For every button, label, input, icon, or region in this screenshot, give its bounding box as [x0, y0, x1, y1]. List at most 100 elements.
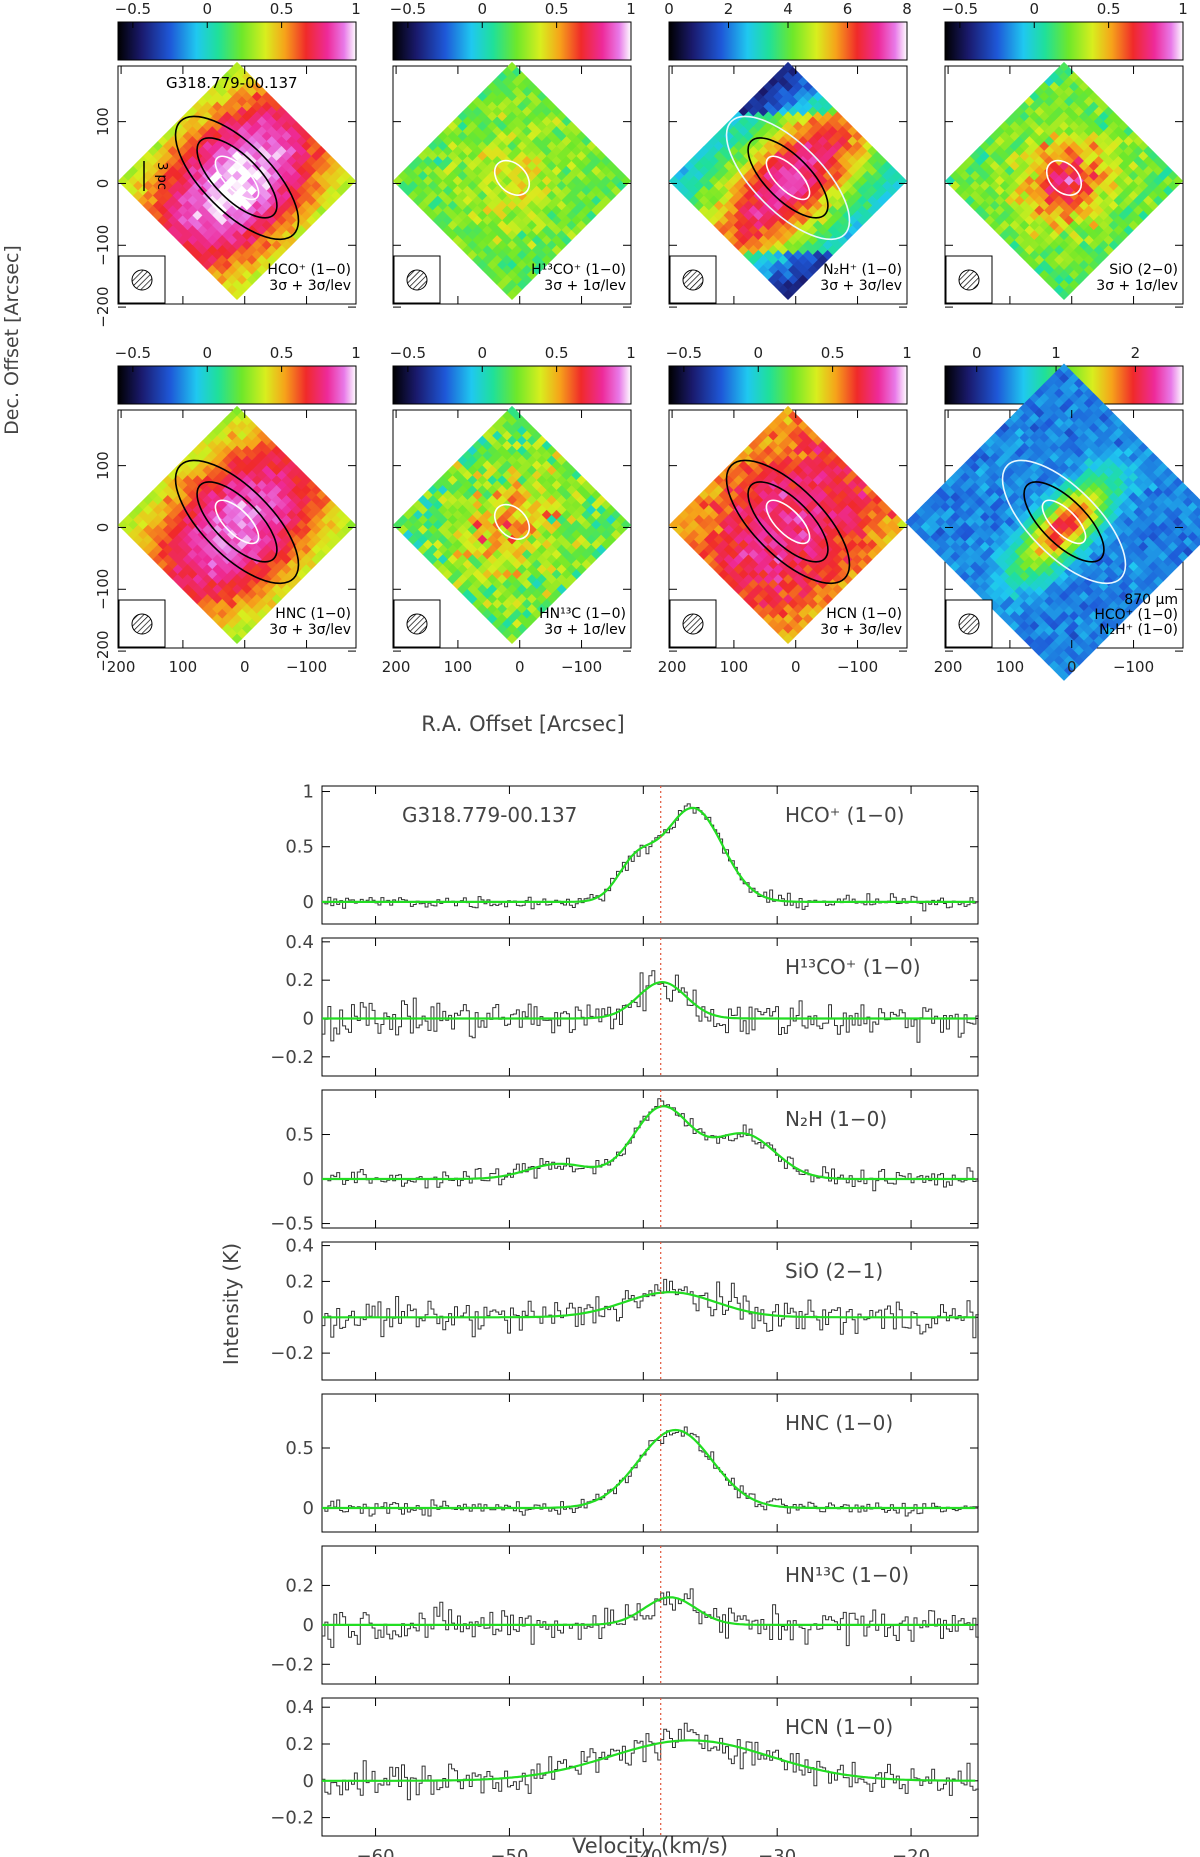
- colorbar-tick-label: 0: [753, 344, 763, 362]
- map-contour-label: 3σ + 3σ/lev: [820, 278, 902, 294]
- colorbar-tick-label: 8: [902, 0, 912, 18]
- colorbar-tick-label: 2: [1131, 344, 1141, 362]
- map-image: [905, 363, 1200, 681]
- beam-ellipse: [406, 269, 428, 291]
- colorbar-tick-label: 1: [626, 344, 636, 362]
- colorbar-tick-label: −0.5: [942, 0, 978, 18]
- beam-ellipse: [131, 269, 153, 291]
- colorbar-tick-label: 2: [724, 0, 734, 18]
- map-x-tick-label: 200: [658, 658, 687, 676]
- colorbar-tick-label: 0: [664, 0, 674, 18]
- colorbar: [668, 21, 908, 61]
- map-contour-label: 3σ + 3σ/lev: [820, 622, 902, 638]
- colorbar-tick-label: 0: [202, 0, 212, 18]
- map-line-label: N₂H⁺ (1−0): [823, 262, 902, 278]
- colorbar-tick-label: 0.5: [821, 344, 845, 362]
- colorbar: [392, 365, 632, 405]
- contour: [493, 159, 531, 196]
- map-contours: [725, 459, 851, 585]
- map-contour-label: 3σ + 1σ/lev: [1096, 278, 1178, 294]
- colorbar: [117, 21, 357, 61]
- contour: [174, 459, 300, 585]
- contour: [214, 155, 260, 201]
- contour: [214, 499, 260, 545]
- contour: [747, 137, 829, 219]
- map-contours: [725, 115, 851, 241]
- colorbar-tick-label: 1: [351, 0, 361, 18]
- map-y-tick-label: 100: [94, 107, 112, 136]
- map-y-tick-label: −100: [94, 569, 112, 610]
- contour: [765, 155, 811, 201]
- map-image: [668, 405, 908, 645]
- map-pixel: [506, 633, 518, 645]
- map-image: [117, 405, 357, 645]
- map-x-tick-label: 0: [791, 658, 801, 676]
- map-y-tick-label: 100: [94, 451, 112, 480]
- colorbar-tick-label: 0: [202, 344, 212, 362]
- colorbar-tick-label: 4: [783, 0, 793, 18]
- scale-bar-label: 3 pc: [154, 162, 169, 190]
- colorbar-tick-label: 0: [972, 344, 982, 362]
- map-image: [392, 61, 632, 301]
- map-y-tick-label: 0: [94, 179, 112, 189]
- map-x-tick-label: 0: [240, 658, 250, 676]
- source-name: G318.779-00.137: [166, 74, 298, 92]
- colorbar: [392, 21, 632, 61]
- map-line-label: HN¹³C (1−0): [539, 606, 626, 622]
- map-y-axis-label: Dec. Offset [Arcsec]: [1, 245, 23, 435]
- contour: [196, 137, 278, 219]
- map-x-tick-label: 100: [169, 658, 198, 676]
- colorbar: [944, 21, 1184, 61]
- map-x-axis-label: R.A. Offset [Arcsec]: [421, 712, 625, 736]
- colorbar: [117, 365, 357, 405]
- contour: [747, 481, 829, 563]
- map-contours: [174, 115, 300, 241]
- map-line-label: SiO (2−0): [1109, 262, 1178, 278]
- contour: [1045, 159, 1083, 196]
- map-contour-label: 3σ + 3σ/lev: [269, 622, 351, 638]
- colorbar-tick-label: 0.5: [270, 344, 294, 362]
- contour: [725, 459, 851, 585]
- colorbar-tick-label: 0.5: [1097, 0, 1121, 18]
- map-contour-label: 3σ + 1σ/lev: [544, 278, 626, 294]
- map-image: [944, 61, 1184, 301]
- colorbar-tick-label: 0: [1029, 0, 1039, 18]
- colorbar-tick-label: 0.5: [270, 0, 294, 18]
- contour: [174, 115, 300, 241]
- map-line-label: HCN (1−0): [826, 606, 902, 622]
- map-line-label: H¹³CO⁺ (1−0): [531, 262, 626, 278]
- map-x-tick-label: 100: [720, 658, 749, 676]
- map-x-tick-label: −100: [837, 658, 878, 676]
- colorbar-tick-label: 1: [1178, 0, 1188, 18]
- beam-ellipse: [406, 613, 428, 635]
- map-x-tick-label: 200: [107, 658, 136, 676]
- map-x-tick-label: −100: [286, 658, 327, 676]
- map-x-tick-label: −100: [561, 658, 602, 676]
- map-x-tick-label: 100: [444, 658, 473, 676]
- map-pixel: [782, 633, 794, 645]
- colorbar-tick-label: 1: [351, 344, 361, 362]
- beam-ellipse: [131, 613, 153, 635]
- contour: [725, 115, 851, 241]
- colorbar-tick-label: −0.5: [115, 0, 151, 18]
- colorbar-tick-label: 0: [477, 344, 487, 362]
- colorbar-tick-label: 6: [843, 0, 853, 18]
- colorbar-tick-label: 0.5: [545, 344, 569, 362]
- map-panel: −0.5 0 0.5 1 SiO (2−0)3σ + 1σ/lev: [942, 0, 1188, 308]
- map-line-label: HNC (1−0): [275, 606, 351, 622]
- map-contours: [174, 459, 300, 585]
- map-y-tick-label: −200: [94, 630, 112, 671]
- map-contour-label: 3σ + 3σ/lev: [269, 278, 351, 294]
- map-panel: 0 2 4 6 8 N₂H⁺ (1−0)3σ + 3σ/lev: [664, 0, 912, 308]
- map-image: [392, 405, 632, 645]
- colorbar-tick-label: −0.5: [390, 0, 426, 18]
- contour: [196, 481, 278, 563]
- map-pixel: [231, 289, 243, 301]
- colorbar-tick-label: 1: [626, 0, 636, 18]
